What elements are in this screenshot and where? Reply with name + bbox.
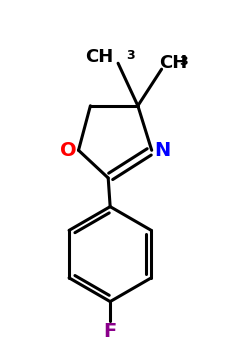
Text: N: N [154,141,171,160]
Text: CH: CH [160,54,188,72]
Text: CH: CH [85,48,113,66]
Text: 3: 3 [180,55,188,68]
Text: F: F [104,322,117,341]
Text: 3: 3 [126,49,134,62]
Text: O: O [60,141,77,160]
